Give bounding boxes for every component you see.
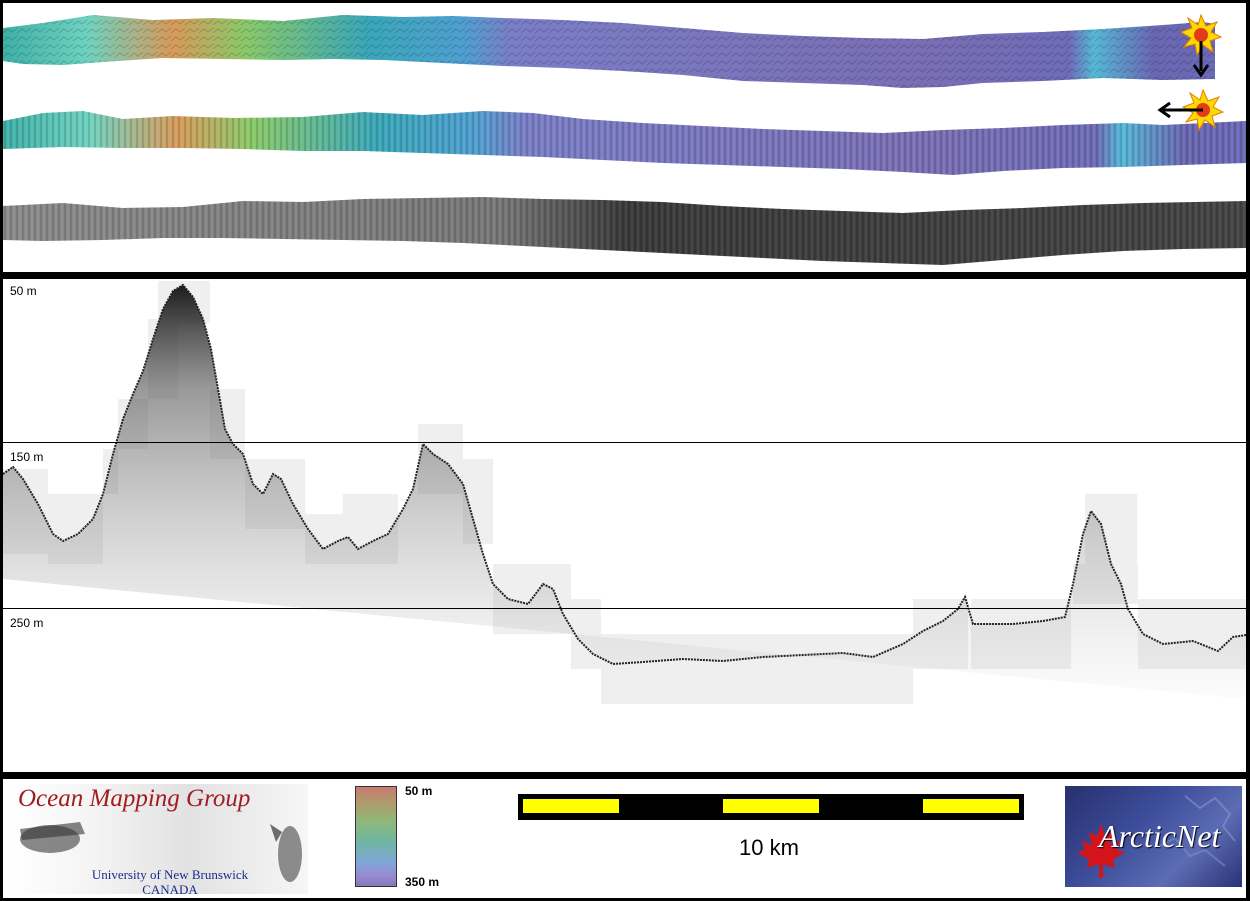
depth-label-150: 150 m (10, 450, 44, 464)
omg-logo-country: CANADA (142, 882, 198, 897)
colorbar-bottom-label: 350 m (405, 875, 440, 889)
omg-logo-graphic (20, 822, 302, 882)
arcticnet-logo: ArcticNet (1065, 786, 1242, 887)
depth-colorbar (355, 786, 397, 887)
footer-panel: Ocean Mapping Group University of New Br… (3, 779, 1246, 898)
arrow-down-icon (1192, 41, 1210, 78)
omg-logo: Ocean Mapping Group University of New Br… (10, 784, 308, 897)
scale-bar (518, 794, 1024, 820)
depth-profile-panel: 50 m 150 m 250 m (3, 279, 1246, 772)
omg-logo-university: University of New Brunswick (91, 867, 249, 882)
depth-gridline-150 (3, 442, 1246, 443)
omg-logo-title: Ocean Mapping Group (18, 785, 251, 812)
swath-strips-graphic (3, 13, 1246, 265)
depth-label-50: 50 m (10, 284, 37, 298)
arrow-left-icon (1157, 101, 1203, 119)
scale-bar-label: 10 km (739, 835, 799, 860)
scale-bar-segment (723, 799, 819, 813)
depth-gridline-250 (3, 608, 1246, 609)
depth-label-250: 250 m (10, 616, 44, 630)
swath-strips-panel (3, 3, 1246, 272)
colorbar-top-label: 50 m (405, 784, 433, 798)
scale-bar-segment (523, 799, 619, 813)
scale-bar-segment (923, 799, 1019, 813)
arcticnet-logo-text: ArcticNet (1099, 818, 1221, 854)
maple-leaf-icon (1077, 795, 1236, 878)
depth-profile-graphic (3, 281, 1246, 772)
sun-icon (1179, 13, 1223, 57)
